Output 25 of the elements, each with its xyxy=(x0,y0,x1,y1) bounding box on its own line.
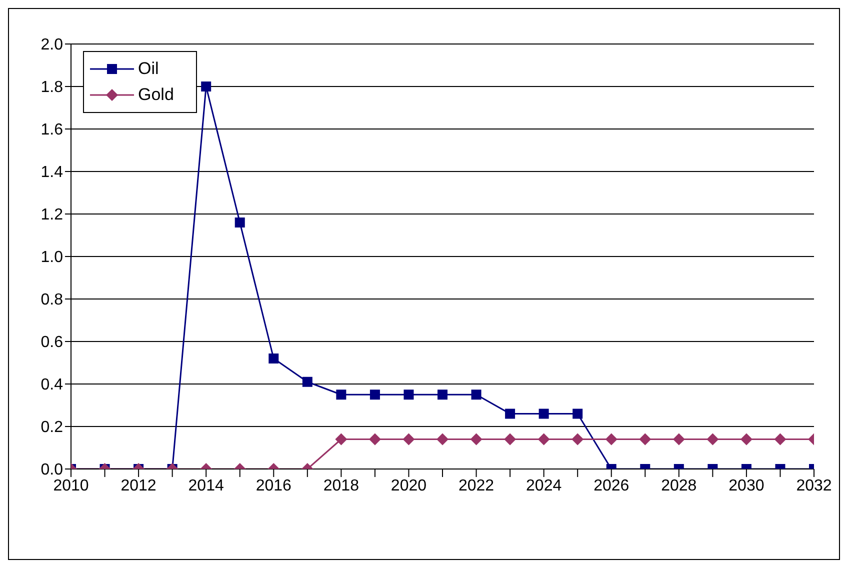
x-tick-label: 2010 xyxy=(53,477,89,494)
x-tick-label: 2018 xyxy=(323,477,360,494)
x-tick-label: 2022 xyxy=(458,477,494,494)
x-tick-label: 2032 xyxy=(796,477,832,494)
x-tick-label: 2012 xyxy=(120,477,156,494)
legend-label: Gold xyxy=(138,85,174,105)
x-tick-label: 2020 xyxy=(390,477,427,494)
x-tick-label: 2026 xyxy=(594,477,630,494)
x-tick-label: 2030 xyxy=(728,477,764,494)
x-tick-label: 2016 xyxy=(256,477,292,494)
x-tick-label: 2024 xyxy=(526,477,562,494)
y-tick-label: 0.8 xyxy=(40,292,64,309)
x-tick-label: 2028 xyxy=(661,477,697,494)
y-tick-label: 1.0 xyxy=(40,249,64,266)
y-tick-label: 0.6 xyxy=(40,334,64,352)
y-tick-label: 2.0 xyxy=(40,36,64,54)
y-tick-label: 0.2 xyxy=(40,419,64,436)
x-tick-label: 2014 xyxy=(188,477,224,494)
y-tick-label: 1.2 xyxy=(40,206,64,224)
y-tick-label: 0.4 xyxy=(40,376,64,394)
y-tick-label: 1.8 xyxy=(40,79,64,96)
y-tick-label: 1.6 xyxy=(40,122,64,139)
y-tick-label: 0.0 xyxy=(40,462,64,479)
y-tick-label: 1.4 xyxy=(40,164,64,182)
legend-label: Oil xyxy=(138,59,159,79)
